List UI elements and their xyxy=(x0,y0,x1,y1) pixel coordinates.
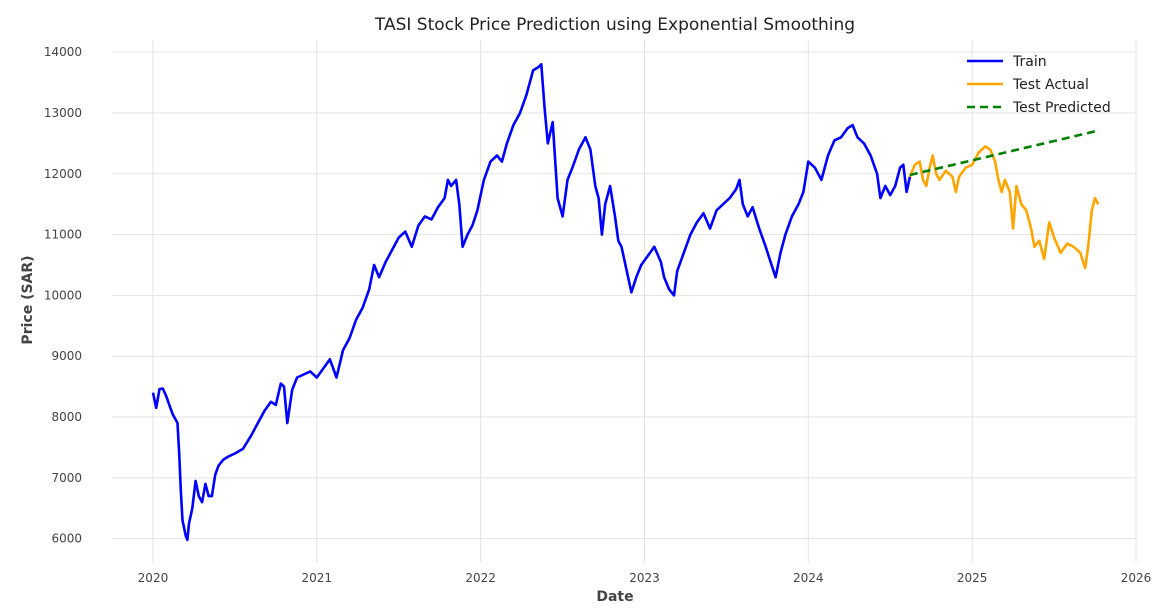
y-tick-label: 14000 xyxy=(44,45,82,59)
legend-label: Test Predicted xyxy=(1012,100,1111,116)
y-tick-label: 12000 xyxy=(44,167,82,181)
x-tick-label: 2021 xyxy=(302,571,333,585)
chart-title: TASI Stock Price Prediction using Expone… xyxy=(374,15,855,35)
y-tick-label: 6000 xyxy=(51,532,82,546)
grid xyxy=(112,40,1137,563)
y-axis-label: Price (SAR) xyxy=(20,255,36,344)
y-tick-label: 8000 xyxy=(51,410,82,424)
x-tick-label: 2022 xyxy=(465,571,496,585)
y-tick-label: 9000 xyxy=(51,349,82,363)
y-tick-label: 11000 xyxy=(44,228,82,242)
x-tick-label: 2025 xyxy=(957,571,988,585)
series-lines xyxy=(151,63,1100,542)
y-tick-label: 13000 xyxy=(44,106,82,120)
x-axis-label: Date xyxy=(596,589,633,605)
legend-label: Test Actual xyxy=(1012,77,1089,93)
legend: Train Test Actual Test Predicted xyxy=(967,54,1111,116)
y-tick-label: 7000 xyxy=(51,471,82,485)
legend-label: Train xyxy=(1012,54,1047,70)
series-line-test-actual xyxy=(908,145,1100,270)
y-tick-label: 10000 xyxy=(44,288,82,302)
series-line-test-predicted xyxy=(909,129,1099,177)
x-tick-label: 2026 xyxy=(1121,571,1152,585)
tick-labels: 2020 2021 2022 2023 2024 2025 2026 6000 7000 8000… xyxy=(44,45,1151,585)
x-tick-label: 2020 xyxy=(138,571,169,585)
series-line-train xyxy=(151,63,912,542)
x-tick-label: 2024 xyxy=(793,571,824,585)
x-tick-label: 2023 xyxy=(629,571,660,585)
